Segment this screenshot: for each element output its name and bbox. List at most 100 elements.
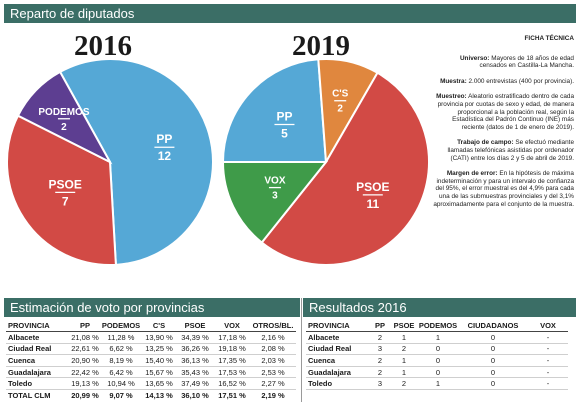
- table-cell: 21,08 %: [70, 331, 100, 344]
- table-cell: 3: [370, 377, 390, 390]
- table-cell: 2,19 %: [261, 390, 285, 400]
- ficha-text: Se efectuó mediante llamadas telefónicas…: [447, 139, 574, 162]
- resultados-header: Resultados 2016: [303, 298, 576, 317]
- table-cell: -: [528, 331, 568, 344]
- table-cell: 22,42 %: [70, 366, 100, 379]
- column-header: OTROS/BL.: [250, 320, 296, 332]
- table-cell: 2,16 %: [250, 331, 296, 344]
- pie-slice-vox: [221, 161, 329, 244]
- table-cell: 0: [418, 354, 458, 367]
- column-header: VOX: [528, 320, 568, 332]
- pie-slice-psoe: [6, 114, 117, 266]
- ficha-title: FICHA TÉCNICA: [524, 35, 574, 42]
- ficha-text: En la hipótesis de máxima indeterminació…: [433, 170, 574, 208]
- table-header-row: PROVINCIA PP PSOE PODEMOS CIUDADANOS VOX: [306, 320, 568, 332]
- pie-label-name: PP: [156, 132, 172, 146]
- row-label: TOTAL CLM: [8, 390, 51, 400]
- ficha-text: Aleatorio estratificado dentro de cada p…: [437, 93, 574, 131]
- ficha-label: Muestra:: [440, 77, 467, 85]
- ficha-label: Universo:: [459, 54, 490, 62]
- table-cell: 36,10 %: [181, 390, 209, 400]
- column-header: VOX: [214, 320, 250, 332]
- table-row: Cuenca 2 1 0 0-: [306, 354, 568, 367]
- pie-2019-title: 2019: [292, 30, 350, 62]
- table-cell: 2,53 %: [250, 366, 296, 379]
- table-cell: 19,13 %: [70, 377, 100, 390]
- table-cell: -: [528, 354, 568, 367]
- table-row: Albacete 21,08 % 11,28 % 13,90 % 34,39 % 17,1…: [6, 331, 296, 344]
- pie-label-name: C'S: [332, 89, 349, 100]
- table-cell: 22,61 %: [70, 343, 100, 356]
- table-cell: 36,26 %: [176, 343, 214, 356]
- pie-label-value: 5: [281, 126, 288, 140]
- table-cell: 2: [390, 377, 418, 390]
- resultados-table: PROVINCIA PP PSOE PODEMOS CIUDADANOS VOX Alba…: [306, 320, 568, 390]
- table-row: Ciudad Real 22,61 % 6,62 % 13,25 % 36,26 % 19…: [6, 343, 296, 356]
- row-label: Toledo: [306, 377, 370, 390]
- table-cell: -: [528, 366, 568, 379]
- table-cell: 2: [390, 343, 418, 356]
- row-label: Ciudad Real: [306, 343, 370, 356]
- table-cell: 0: [418, 366, 458, 379]
- pie-label-value: 3: [272, 191, 278, 202]
- table-cell: 16,52 %: [214, 377, 250, 390]
- table-cell: 3: [370, 343, 390, 356]
- table-cell: 17,35 %: [214, 354, 250, 367]
- estimacion-header: Estimación de voto por provincias: [4, 298, 300, 317]
- column-header: PP: [70, 320, 100, 332]
- row-label: Albacete: [6, 331, 70, 344]
- pie-chart-2019: PP 5 C'S 2 PSOE 11 VOX 3: [221, 58, 430, 266]
- ficha-item: Trabajo de campo: Se efectuó mediante ll…: [432, 139, 574, 162]
- pie-slice-pp: [221, 58, 328, 163]
- pie-label-name: PSOE: [49, 177, 82, 191]
- table-cell: 37,49 %: [176, 377, 214, 390]
- table-cell: -: [528, 377, 568, 390]
- table-header-row: PROVINCIA PP PODEMOS C'S PSOE VOX OTROS/BL.: [6, 320, 296, 332]
- table-row: TOTAL CLM 20,99 % 9,07 % 14,13 % 36,10 % 17,5…: [6, 389, 296, 400]
- table-cell: 10,94 %: [100, 377, 142, 390]
- pie-label-name: PSOE: [356, 180, 389, 194]
- table-cell: 0: [458, 366, 528, 379]
- table-cell: 13,25 %: [142, 343, 176, 356]
- column-header: PODEMOS: [418, 320, 458, 332]
- table-cell: 15,67 %: [142, 366, 176, 379]
- table-cell: 20,99 %: [71, 390, 99, 400]
- table-cell: 2,03 %: [250, 354, 296, 367]
- table-cell: 0: [458, 377, 528, 390]
- table-row: Toledo 3 2 1 0-: [306, 377, 568, 390]
- ficha-item: Universo: Mayores de 18 años de edad cen…: [432, 55, 574, 70]
- table-cell: 17,18 %: [214, 331, 250, 344]
- column-header: PSOE: [390, 320, 418, 332]
- table-cell: 17,53 %: [214, 366, 250, 379]
- pie-slice-podemos: [16, 70, 113, 165]
- table-cell: 13,65 %: [142, 377, 176, 390]
- table-row: Albacete 2 1 1 0-: [306, 331, 568, 344]
- table-cell: 17,51 %: [218, 390, 246, 400]
- column-header: CIUDADANOS: [458, 320, 528, 332]
- table-cell: 0: [458, 343, 528, 356]
- table-cell: 34,39 %: [176, 331, 214, 344]
- pie-chart-2016: PP 12 PSOE 7 PODEMOS 2: [6, 58, 214, 266]
- pie-2016-title: 2016: [74, 30, 132, 62]
- table-cell: 8,19 %: [100, 354, 142, 367]
- table-cell: 20,90 %: [70, 354, 100, 367]
- table-cell: 1: [390, 354, 418, 367]
- pie-label-value: 2: [61, 122, 67, 133]
- column-header: PROVINCIA: [6, 320, 70, 332]
- chart-header: Reparto de diputados: [4, 4, 576, 23]
- ficha-label: Muestreo:: [436, 93, 467, 101]
- table-cell: 2: [370, 366, 390, 379]
- table-cell: 2,27 %: [250, 377, 296, 390]
- table-row: Cuenca 20,90 % 8,19 % 15,40 % 36,13 % 17,35 %…: [6, 354, 296, 367]
- pie-label-name: PODEMOS: [38, 107, 89, 118]
- ficha-label: Trabajo de campo:: [457, 139, 514, 147]
- row-label: Ciudad Real: [6, 343, 70, 356]
- pie-label-value: 2: [337, 104, 343, 115]
- pie-slice-psoe: [260, 71, 430, 266]
- column-header: C'S: [142, 320, 176, 332]
- table-cell: 2,08 %: [250, 343, 296, 356]
- table-cell: 19,18 %: [214, 343, 250, 356]
- row-label: Guadalajara: [306, 366, 370, 379]
- table-cell: 2: [370, 331, 390, 344]
- row-label: Guadalajara: [6, 366, 70, 379]
